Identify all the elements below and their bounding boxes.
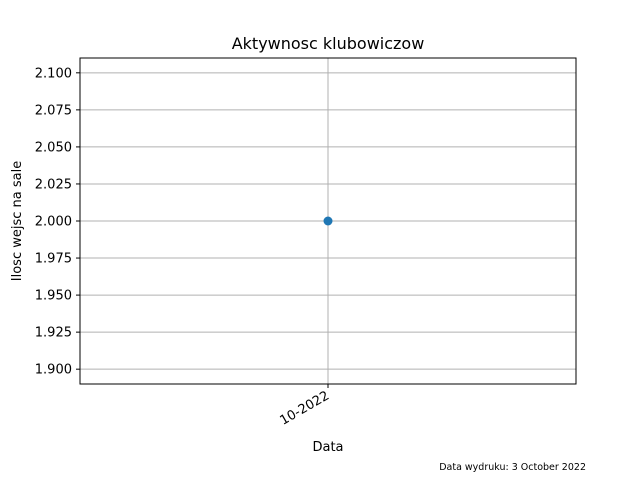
x-tick-label: 10-2022 bbox=[277, 388, 332, 428]
y-axis: 1.900 1.925 1.950 1.975 2.000 2.025 2.050 2.075… bbox=[35, 66, 80, 378]
print-date-note: Data wydruku: 3 October 2022 bbox=[439, 462, 586, 473]
y-tick-label: 2.075 bbox=[35, 103, 72, 118]
data-series bbox=[323, 216, 333, 226]
y-tick-label: 1.950 bbox=[35, 289, 72, 304]
y-tick-label: 2.100 bbox=[35, 66, 72, 81]
y-tick-label: 2.000 bbox=[35, 215, 72, 230]
chart-title: Aktywnosc klubowiczow bbox=[232, 34, 425, 53]
y-tick-label: 1.900 bbox=[35, 363, 72, 378]
y-tick-label: 1.925 bbox=[35, 326, 72, 341]
y-tick-label: 1.975 bbox=[35, 252, 72, 267]
y-axis-label: Ilosc wejsc na sale bbox=[10, 161, 25, 281]
data-point bbox=[323, 216, 333, 226]
x-axis-label: Data bbox=[312, 440, 343, 455]
y-tick-label: 2.025 bbox=[35, 177, 72, 192]
y-tick-label: 2.050 bbox=[35, 140, 72, 155]
x-axis: 10-2022 bbox=[277, 384, 332, 429]
